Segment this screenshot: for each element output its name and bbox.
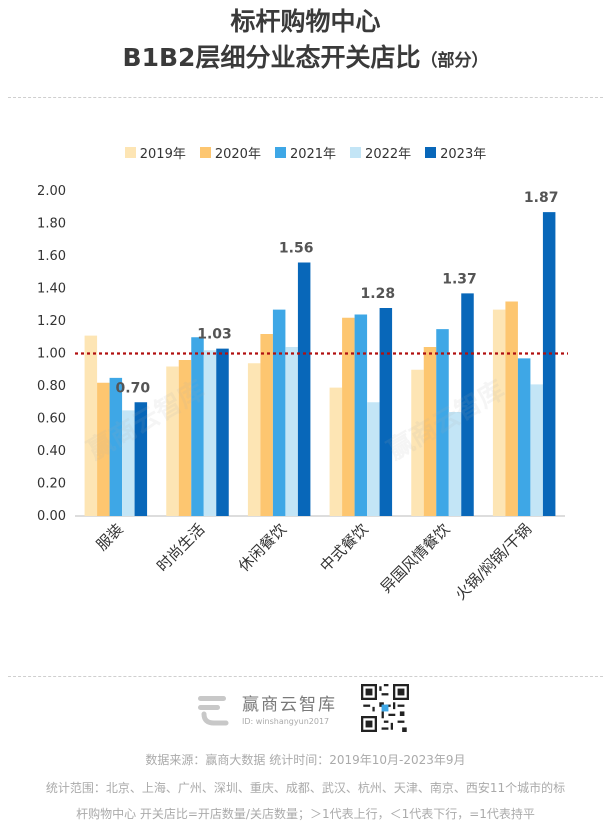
bar-2023 — [297, 262, 311, 516]
bar-2020 — [178, 360, 192, 516]
x-tick-label: 服装 — [93, 520, 127, 554]
data-label: 1.03 — [197, 327, 232, 343]
legend-item-2023: 2023年 — [425, 143, 486, 162]
bar-2023 — [461, 293, 474, 516]
bar-2022 — [367, 402, 380, 516]
y-tick-label: 0.60 — [37, 412, 66, 427]
bar-2022 — [448, 412, 462, 516]
y-tick-label: 1.80 — [37, 217, 66, 232]
bar-2023 — [216, 348, 229, 516]
bar-2019 — [411, 369, 424, 516]
chart-title-main: B1B2层细分业态开关店比 — [122, 43, 421, 72]
y-tick-label: 1.20 — [37, 314, 66, 329]
y-tick-label: 0.20 — [37, 477, 66, 492]
data-label: 1.37 — [442, 271, 477, 287]
bar-2023 — [542, 212, 556, 516]
legend-swatch-2019 — [124, 147, 136, 158]
x-tick-label: 时尚生活 — [153, 520, 208, 575]
qr-code-icon — [361, 684, 409, 732]
legend-swatch-2021 — [274, 147, 286, 158]
y-tick-label: 0.80 — [37, 379, 66, 394]
bar-2022 — [530, 384, 543, 516]
data-label: 1.87 — [524, 190, 559, 206]
bar-2020 — [505, 301, 518, 516]
bar-2019 — [329, 387, 343, 516]
legend: 2019年 2020年 2021年 2022年 2023年 — [0, 143, 611, 162]
footer-definition: 杆购物中心 开关店比=开店数量/关店数量；＞1代表上行，＜1代表下行，=1代表持… — [76, 807, 535, 821]
bar-2021 — [109, 377, 123, 516]
bar-2022 — [203, 350, 217, 516]
legend-item-2022: 2022年 — [350, 143, 411, 162]
bar-2020 — [97, 382, 110, 516]
legend-label-2020: 2020年 — [214, 147, 261, 162]
legend-item-2020: 2020年 — [199, 143, 261, 162]
legend-label-2023: 2023年 — [440, 147, 487, 162]
y-tick-label: 1.00 — [37, 347, 66, 362]
x-tick-label: 火锅/焖锅/干锅 — [451, 520, 535, 604]
bar-2021 — [354, 314, 368, 516]
bar-2019 — [247, 363, 261, 516]
x-tick-label: 异国风情餐饮 — [377, 520, 453, 596]
y-tick-label: 1.40 — [37, 282, 66, 297]
footer-scope: 统计范围：北京、上海、广州、深圳、重庆、成都、武汉、杭州、天津、南京、西安11个… — [45, 781, 566, 795]
bar-2019 — [166, 366, 179, 516]
y-tick-label: 0.40 — [37, 444, 66, 459]
legend-swatch-2020 — [199, 147, 211, 158]
chart-title-suffix: （部分） — [420, 51, 489, 71]
brand-name: 赢商云智库 — [242, 695, 337, 715]
bottom-divider — [8, 676, 603, 677]
legend-label-2022: 2022年 — [365, 147, 412, 162]
data-label: 1.28 — [361, 286, 396, 302]
data-label: 0.70 — [116, 380, 151, 396]
legend-label-2019: 2019年 — [139, 147, 186, 162]
bar-2019 — [492, 309, 506, 516]
bar-2022 — [285, 347, 298, 516]
legend-label-2021: 2021年 — [289, 147, 337, 162]
bar-2020 — [423, 347, 437, 516]
data-label: 1.56 — [279, 241, 314, 257]
bar-2023 — [379, 308, 393, 516]
bar-2021 — [517, 358, 531, 516]
legend-swatch-2023 — [425, 147, 437, 158]
brand-logo-icon — [198, 696, 229, 726]
x-tick-label: 休闲餐饮 — [235, 520, 290, 575]
top-divider — [8, 97, 603, 98]
brand-id: ID: winshangyun2017 — [242, 717, 330, 726]
legend-swatch-2022 — [350, 147, 362, 158]
footer-source: 数据来源：赢商大数据 统计时间：2019年10月-2023年9月 — [145, 753, 466, 767]
y-tick-label: 2.00 — [37, 184, 66, 199]
bar-2022 — [122, 410, 135, 516]
x-tick-label: 中式餐饮 — [316, 520, 371, 575]
bar-2019 — [84, 335, 98, 516]
bar-2020 — [260, 334, 273, 516]
legend-item-2021: 2021年 — [274, 143, 337, 162]
bar-2021 — [191, 337, 204, 516]
bar-2021 — [436, 329, 449, 516]
bar-chart: 0.00 0.20 0.40 0.60 0.80 1.00 1.20 1.40 1.60 1.80… — [37, 184, 568, 604]
bar-2023 — [134, 402, 148, 516]
chart-title-line2: B1B2层细分业态开关店比（部分） — [0, 42, 611, 77]
y-tick-label: 1.60 — [37, 249, 66, 264]
bar-2020 — [342, 317, 355, 516]
chart-title-line1: 标杆购物中心 — [230, 7, 381, 36]
bar-2021 — [272, 309, 286, 516]
brand-logo: 赢商云智库 ID: winshangyun2017 — [196, 686, 337, 730]
y-tick-label: 0.00 — [37, 509, 66, 524]
legend-item-2019: 2019年 — [124, 143, 186, 162]
